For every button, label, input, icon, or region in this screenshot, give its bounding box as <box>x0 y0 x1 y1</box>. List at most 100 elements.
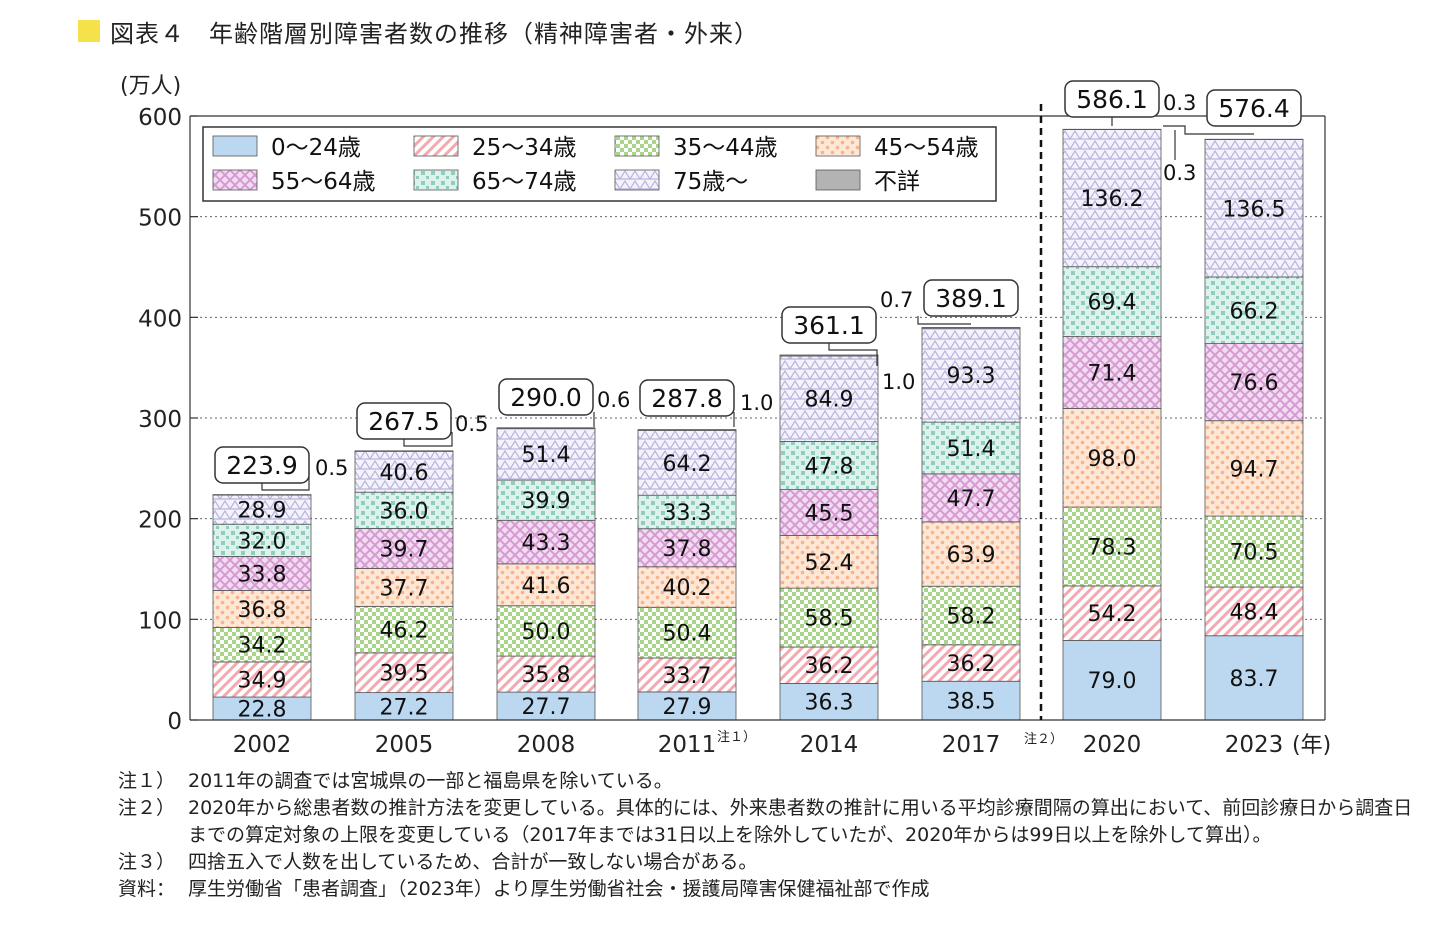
legend-swatch <box>614 135 660 157</box>
y-tick-label: 300 <box>138 407 182 433</box>
y-tick-label: 400 <box>138 306 182 332</box>
bar-value-label: 46.2 <box>380 619 429 644</box>
bar-segment <box>354 528 454 569</box>
total-callout-box <box>498 378 594 416</box>
total-value-label: 223.9 <box>226 451 298 480</box>
bar-value-label: 94.7 <box>1230 457 1279 482</box>
legend-label: 0～24歳 <box>271 135 361 161</box>
legend-label: 65～74歳 <box>472 169 577 195</box>
bar-value-label: 50.0 <box>522 620 571 645</box>
bar-value-label: 63.9 <box>947 543 996 568</box>
unknown-value-label: 0.3 <box>1163 161 1196 185</box>
bar-segment <box>496 655 596 693</box>
bar-value-label: 76.6 <box>1230 371 1279 396</box>
bar-value-label: 37.8 <box>663 537 712 562</box>
bar-value-label: 66.2 <box>1230 299 1279 324</box>
note-2: 注２） 2020年から総患者数の推計方法を変更している。具体的には、外来患者数の… <box>118 795 1418 849</box>
bar-value-label: 27.7 <box>522 695 571 720</box>
notes: 注１） 2011年の調査では宮城県の一部と福島県を除いている。 注２） 2020… <box>118 768 1418 903</box>
bar-value-label: 34.9 <box>238 668 287 693</box>
note-3: 注３） 四捨五入で人数を出しているため、合計が一致しない場合がある。 <box>118 849 1418 876</box>
bar-segment <box>212 494 312 525</box>
figure-title: 図表４ 年齢階層別障害者数の推移（精神障害者・外来） <box>78 14 759 48</box>
bar-segment <box>496 479 596 521</box>
note-mark: 注１） <box>118 770 176 792</box>
bar-value-label: 50.4 <box>663 622 712 647</box>
note-text: 2011年の調査では宮城県の一部と福島県を除いている。 <box>188 770 673 792</box>
title-marker-icon <box>78 20 100 42</box>
total-callout-box <box>356 402 452 440</box>
legend-swatch <box>815 169 861 191</box>
bar-value-label: 36.2 <box>805 654 854 679</box>
legend-label: 不詳 <box>874 169 920 195</box>
y-axis-label: (万人) <box>120 74 181 99</box>
bar-value-label: 33.8 <box>238 562 287 587</box>
legend-swatch <box>815 135 861 157</box>
bar-segment <box>921 421 1021 475</box>
bar-segment <box>779 441 879 490</box>
note-text: 四捨五入で人数を出しているため、合計が一致しない場合がある。 <box>188 851 758 873</box>
legend-label: 25～34歳 <box>472 135 577 161</box>
y-tick-label: 0 <box>167 709 182 735</box>
bar-segment <box>354 450 454 452</box>
x-tick-label: 2020 <box>1083 732 1142 758</box>
bar-segment <box>921 521 1021 587</box>
bar-segment <box>1204 515 1304 588</box>
bar-value-label: 136.5 <box>1223 197 1286 222</box>
bar-segment <box>1204 420 1304 517</box>
bar-value-label: 22.8 <box>238 698 287 723</box>
bar-value-label: 98.0 <box>1088 447 1137 472</box>
bar-value-label: 33.3 <box>663 501 712 526</box>
bar-segment <box>779 355 879 442</box>
bar-segment <box>1062 266 1162 337</box>
bar-value-label: 70.5 <box>1230 541 1279 566</box>
bar-segment <box>921 585 1021 646</box>
legend-label: 45～54歳 <box>874 135 979 161</box>
total-callout-box <box>214 446 310 484</box>
legend-label: 35～44歳 <box>673 135 778 161</box>
bar-segment <box>496 427 596 429</box>
legend-label: 75歳～ <box>673 169 748 195</box>
bar-value-label: 36.3 <box>805 691 854 716</box>
bar-value-label: 83.7 <box>1230 667 1279 692</box>
bar-segment <box>779 354 879 357</box>
bar-segment <box>212 523 312 557</box>
bar-value-label: 41.6 <box>522 574 571 599</box>
bar-segment <box>212 590 312 628</box>
bar-value-label: 27.2 <box>380 695 429 720</box>
bar-value-label: 84.9 <box>805 388 854 413</box>
bar-value-label: 79.0 <box>1088 669 1137 694</box>
note-1: 注１） 2011年の調査では宮城県の一部と福島県を除いている。 <box>118 768 1418 795</box>
y-tick-label: 600 <box>138 105 182 131</box>
leader-line <box>1163 125 1254 135</box>
x-tick-label: 2023 <box>1225 732 1284 758</box>
bar-segment <box>1062 408 1162 508</box>
bar-value-label: 38.5 <box>947 690 996 715</box>
bar-value-label: 51.4 <box>947 437 996 462</box>
total-callout-box <box>639 379 735 417</box>
bar-value-label: 33.7 <box>663 664 712 689</box>
bar-value-label: 64.2 <box>663 452 712 477</box>
bar-value-label: 51.4 <box>522 443 571 468</box>
unknown-value-label: 0.7 <box>880 288 913 312</box>
bar-value-label: 40.6 <box>380 461 429 486</box>
bar-value-label: 36.0 <box>380 499 429 524</box>
leader-line <box>917 316 971 325</box>
bar-segment <box>496 563 596 607</box>
leader-line <box>403 432 453 447</box>
bar-segment <box>1204 139 1304 278</box>
note-mark: 注２） <box>118 797 176 819</box>
bar-segment <box>637 429 737 431</box>
bar-segment <box>1062 506 1162 587</box>
bar-value-label: 36.8 <box>238 598 287 623</box>
bar-value-label: 37.7 <box>380 576 429 601</box>
legend-box <box>202 126 997 202</box>
figure-title-text: 年齢階層別障害者数の推移（精神障害者・外来） <box>209 19 759 48</box>
bar-segment <box>637 528 737 568</box>
bar-value-label: 58.2 <box>947 605 996 630</box>
unknown-value-label: 0.3 <box>1163 91 1196 115</box>
x-tick-label: 2017 <box>942 732 1001 758</box>
bar-segment <box>212 661 312 698</box>
bar-value-label: 32.0 <box>238 529 287 554</box>
